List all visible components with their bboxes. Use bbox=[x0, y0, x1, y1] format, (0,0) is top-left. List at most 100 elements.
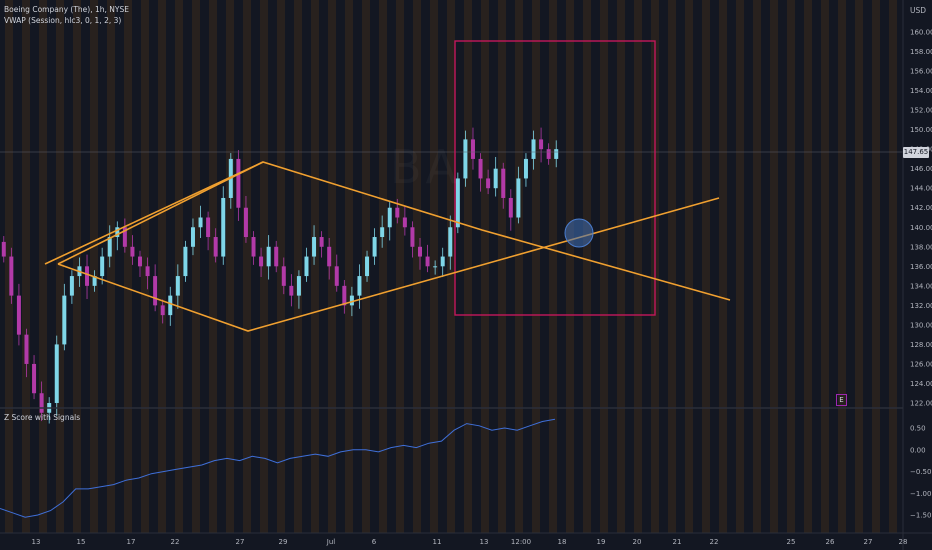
candle-body bbox=[153, 276, 158, 306]
candle-body bbox=[327, 246, 332, 267]
candle-body bbox=[145, 266, 150, 277]
session-band bbox=[549, 0, 557, 533]
price-axis-label: 156.00 bbox=[910, 68, 932, 76]
time-axis-label: 22 bbox=[171, 538, 180, 546]
session-band bbox=[124, 0, 132, 533]
time-axis-label: 22 bbox=[710, 538, 719, 546]
session-band bbox=[260, 0, 268, 533]
candle-body bbox=[334, 266, 339, 286]
price-axis-label: 158.00 bbox=[910, 48, 932, 56]
earnings-event-icon[interactable]: E bbox=[836, 394, 847, 406]
candle-body bbox=[304, 256, 309, 277]
session-band bbox=[770, 0, 778, 533]
session-band bbox=[192, 0, 200, 533]
session-band bbox=[583, 0, 591, 533]
vwap-indicator-label[interactable]: VWAP (Session, hlc3, 0, 1, 2, 3) bbox=[4, 16, 122, 25]
candle-body bbox=[365, 256, 370, 277]
session-band bbox=[481, 0, 489, 533]
session-band bbox=[566, 0, 574, 533]
price-axis-label: 126.00 bbox=[910, 360, 932, 368]
chart-legend: Boeing Company (The), 1h, NYSE VWAP (Ses… bbox=[4, 4, 129, 26]
candle-body bbox=[296, 276, 301, 296]
session-band bbox=[634, 0, 642, 533]
candle-body bbox=[183, 246, 188, 277]
candle-body bbox=[418, 246, 422, 257]
candle-body bbox=[463, 139, 468, 179]
candle-body bbox=[24, 334, 29, 364]
candle-body bbox=[274, 246, 279, 267]
candle-body bbox=[100, 256, 105, 277]
session-band bbox=[396, 0, 404, 533]
candle-body bbox=[9, 256, 14, 296]
price-axis-label: 160.00 bbox=[910, 29, 932, 37]
time-axis-label: 13 bbox=[480, 538, 489, 546]
session-band bbox=[277, 0, 285, 533]
candle-body bbox=[425, 256, 430, 267]
session-band bbox=[855, 0, 863, 533]
candle-body bbox=[62, 295, 67, 345]
candle-body bbox=[410, 227, 415, 247]
time-axis-label: 18 bbox=[558, 538, 567, 546]
session-band bbox=[736, 0, 744, 533]
time-axis-label: 17 bbox=[127, 538, 136, 546]
session-band bbox=[158, 0, 166, 533]
candle-body bbox=[486, 178, 491, 189]
candle-body bbox=[516, 178, 521, 218]
price-axis-label: 128.00 bbox=[910, 341, 932, 349]
candle-body bbox=[221, 197, 226, 257]
session-band bbox=[5, 0, 13, 533]
candle-body bbox=[395, 207, 400, 218]
time-axis-label: 27 bbox=[864, 538, 873, 546]
zscore-axis-label: −1.00 bbox=[910, 490, 931, 498]
session-band bbox=[379, 0, 387, 533]
session-band bbox=[209, 0, 217, 533]
time-axis-label: 13 bbox=[32, 538, 41, 546]
candle-body bbox=[501, 168, 506, 198]
zscore-axis-label: −0.50 bbox=[910, 468, 931, 476]
session-band bbox=[838, 0, 846, 533]
session-band bbox=[107, 0, 115, 533]
candle-body bbox=[281, 266, 286, 286]
price-axis-label: 136.00 bbox=[910, 263, 932, 271]
session-band bbox=[685, 0, 693, 533]
candle-body bbox=[433, 266, 438, 268]
candle-body bbox=[531, 139, 536, 159]
diamond-upper-left-line bbox=[57, 161, 264, 265]
session-band bbox=[90, 0, 98, 533]
candle-body bbox=[372, 237, 377, 257]
time-axis-label: 21 bbox=[673, 538, 682, 546]
session-band bbox=[141, 0, 149, 533]
session-band bbox=[226, 0, 234, 533]
zscore-axis: 0.50 0.00 −0.50 −1.00 −1.50 bbox=[910, 425, 931, 520]
time-axis-label: 20 bbox=[633, 538, 642, 546]
price-axis-label: 124.00 bbox=[910, 380, 932, 388]
candle-body bbox=[175, 276, 180, 296]
session-band bbox=[294, 0, 302, 533]
time-axis-label: 11 bbox=[433, 538, 442, 546]
session-band bbox=[787, 0, 795, 533]
candle-body bbox=[478, 158, 483, 179]
session-band bbox=[719, 0, 727, 533]
session-bands bbox=[5, 0, 897, 533]
time-axis-label: 12:00 bbox=[511, 538, 531, 546]
session-band bbox=[413, 0, 421, 533]
session-band bbox=[39, 0, 47, 533]
candle-body bbox=[69, 276, 74, 296]
price-axis-label: 132.00 bbox=[910, 302, 932, 310]
price-axis-label: 142.00 bbox=[910, 204, 932, 212]
candle-body bbox=[523, 158, 528, 179]
price-axis-label: 146.00 bbox=[910, 165, 932, 173]
price-axis-label: 140.00 bbox=[910, 224, 932, 232]
candle-body bbox=[402, 217, 407, 228]
candle-body bbox=[440, 256, 445, 267]
candle-body bbox=[554, 149, 559, 159]
session-band bbox=[243, 0, 251, 533]
symbol-title[interactable]: Boeing Company (The), 1h, NYSE bbox=[4, 5, 129, 14]
zscore-pane-title[interactable]: Z Score with Signals bbox=[4, 413, 81, 422]
session-band bbox=[753, 0, 761, 533]
candle-body bbox=[243, 207, 248, 238]
currency-label[interactable]: USD bbox=[910, 6, 927, 15]
price-axis-label: 138.00 bbox=[910, 243, 932, 251]
candle-body bbox=[122, 227, 127, 247]
